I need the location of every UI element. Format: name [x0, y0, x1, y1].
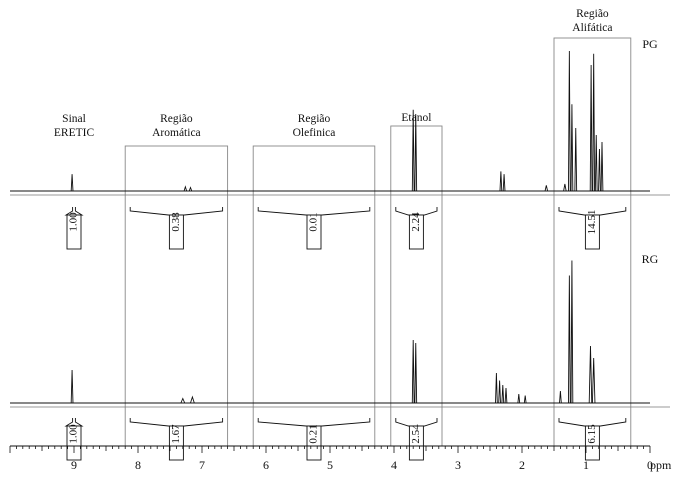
peak-rg-0: [70, 369, 74, 404]
integral-value-pg-olefinica: 0.01: [308, 212, 320, 231]
peak-pg-4: [414, 113, 418, 192]
series-label-pg: PG: [642, 37, 658, 51]
peak-rg-5: [495, 372, 498, 404]
peak-rg-10: [523, 395, 527, 404]
integral-value-rg-eretic: 1.00: [68, 424, 80, 444]
peak-rg-8: [504, 387, 508, 404]
x-tick-label: 1: [583, 458, 589, 472]
peak-rg-11: [559, 390, 562, 404]
integral-value-rg-olefinica: 0.21: [308, 424, 320, 443]
peak-pg-0: [70, 174, 74, 192]
region-label-etanol: Etanol: [401, 112, 431, 124]
peak-rg-14: [588, 345, 593, 404]
peak-pg-5: [499, 171, 503, 192]
peak-pg-7: [544, 185, 549, 192]
spectra-layer: PG RG: [10, 37, 659, 404]
peak-pg-11: [574, 127, 578, 192]
integral-box-pg-etanol: [408, 214, 424, 250]
peak-rg-3: [411, 339, 415, 404]
region-label-aromatica: Aromática: [152, 127, 201, 139]
peak-rg-4: [414, 342, 418, 404]
x-tick-label: 2: [519, 458, 525, 472]
x-tick-label: 9: [71, 458, 77, 472]
peak-pg-6: [502, 174, 506, 192]
x-tick-label: 0: [647, 458, 653, 472]
x-axis-label: ppm: [650, 458, 672, 472]
peak-pg-1: [183, 185, 188, 192]
integral-box-rg-etanol: [408, 425, 424, 461]
integral-box-pg-alifatica: [584, 214, 600, 250]
x-axis: ppm 9 8 7 6 5 4 3 2 1 0: [9, 445, 672, 472]
region-label-aromatica: Região: [160, 113, 193, 125]
integral-box-pg-olefinica: [306, 214, 322, 250]
peak-pg-15: [598, 148, 601, 192]
peak-rg-1: [180, 397, 186, 404]
region-label-olefinica: Região: [298, 113, 331, 125]
peak-rg-9: [517, 393, 521, 404]
region-label-alifatica: Alifática: [572, 22, 612, 34]
peak-pg-14: [594, 134, 598, 192]
integral-value-rg-alifatica: 6.15: [586, 424, 598, 444]
peak-pg-10: [570, 104, 574, 192]
peak-pg-8: [563, 183, 567, 192]
integral-box-pg-eretic: [66, 214, 82, 250]
region-label-alifatica: Região: [576, 8, 609, 20]
integral-box-rg-eretic: [66, 425, 82, 461]
integral-value-pg-etanol: 2.24: [410, 212, 422, 232]
integral-box-rg-aromatica: [168, 425, 184, 461]
x-tick-label: 6: [263, 458, 269, 472]
peak-rg-12: [568, 275, 571, 404]
integral-value-pg-eretic: 1.00: [68, 212, 80, 232]
regions-layer: Sinal ERETIC Região Aromática Região Olefinic…: [54, 8, 632, 447]
x-tick-label: 8: [135, 458, 141, 472]
peak-pg-12: [589, 64, 593, 192]
x-tick-label: 5: [327, 458, 333, 472]
integral-box-rg-olefinica: [306, 425, 322, 461]
peak-pg-13: [592, 53, 596, 192]
peak-pg-9: [568, 50, 571, 192]
integrals-layer: 1.00 0.38 0.01 2.24 14.51 1.00 1.67 0.21 2.54 6.1…: [10, 194, 670, 461]
integral-box-rg-alifatica: [584, 425, 600, 461]
region-label-olefinica: Olefinica: [293, 127, 336, 139]
peak-pg-2: [188, 186, 193, 192]
peak-pg-16: [600, 141, 604, 192]
peak-rg-6: [498, 380, 501, 404]
series-label-rg: RG: [642, 252, 659, 266]
integral-value-pg-aromatica: 0.38: [170, 212, 182, 232]
peak-rg-7: [501, 384, 505, 404]
region-label-eretic: Sinal: [62, 113, 86, 125]
x-tick-label: 7: [199, 458, 205, 472]
peak-pg-3: [411, 109, 415, 192]
peak-rg-15: [591, 357, 596, 404]
peak-rg-13: [570, 260, 574, 404]
integral-value-rg-aromatica: 1.67: [170, 424, 182, 444]
peak-rg-2: [190, 395, 195, 404]
x-tick-label: 3: [455, 458, 461, 472]
region-label-eretic: ERETIC: [54, 127, 95, 139]
x-tick-label: 4: [391, 458, 397, 472]
integral-box-pg-aromatica: [168, 214, 184, 250]
integral-value-rg-etanol: 2.54: [410, 424, 422, 444]
integral-value-pg-alifatica: 14.51: [586, 210, 598, 235]
